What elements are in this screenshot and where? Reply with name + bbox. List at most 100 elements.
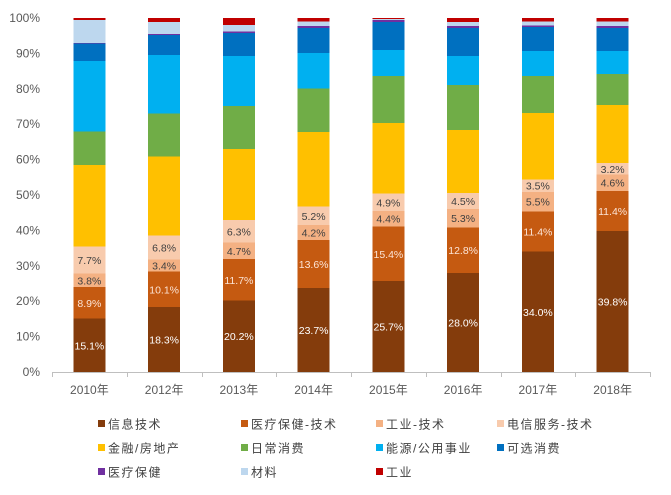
bar-series [73, 18, 629, 372]
y-tick-label-70: 70% [16, 117, 40, 131]
bar-segment-consumer-staples-2016 [447, 84, 480, 130]
y-tick-label-60: 60% [16, 153, 40, 167]
data-label-info-tech-2013: 20.2% [224, 331, 254, 343]
y-tick-label-40: 40% [16, 223, 40, 237]
bar-segment-industrials-2014 [297, 18, 330, 22]
bar-segment-healthcare-tech-2018 [596, 190, 629, 232]
bar-segment-energy-utilities-2014 [297, 53, 330, 89]
bar-segment-finance-real-estate-2015 [372, 123, 405, 194]
bar-segment-consumer-staples-2013 [222, 105, 255, 149]
legend-label-materials: 材料 [251, 466, 278, 480]
legend-item-energy-utilities: 能源/公用事业 [376, 442, 472, 456]
bar-segment-consumer-discretionary-2018 [596, 27, 629, 51]
bar-segment-industrial-tech-2014 [297, 225, 330, 240]
series-healthcare [73, 19, 629, 44]
bar-segment-consumer-discretionary-2013 [222, 32, 255, 56]
bar-segment-finance-real-estate-2017 [521, 112, 554, 180]
series-info-tech [73, 231, 629, 372]
legend-item-healthcare: 医疗保健 [98, 466, 162, 480]
bar-segment-consumer-discretionary-2015 [372, 21, 405, 50]
bar-segment-consumer-staples-2015 [372, 76, 405, 124]
bar-segment-industrial-tech-2010 [73, 273, 106, 288]
legend-swatch-healthcare-tech [241, 420, 248, 427]
data-label-info-tech-2014: 23.7% [299, 325, 329, 337]
bar-segment-telecom-tech-2018 [596, 163, 629, 175]
bar-segment-telecom-tech-2013 [222, 220, 255, 243]
bar-segment-industrials-2015 [372, 18, 405, 20]
data-label-telecom-tech-2018: 3.2% [601, 164, 625, 176]
x-tick-label-2017: 2017年 [519, 383, 558, 397]
bar-segment-industrials-2012 [148, 18, 181, 23]
legend-item-materials: 材料 [241, 466, 278, 480]
data-label-industrial-tech-2010: 3.8% [77, 275, 101, 287]
bar-segment-healthcare-2013 [222, 31, 255, 33]
x-tick-label-2018: 2018年 [593, 383, 632, 397]
bar-segment-industrial-tech-2012 [148, 259, 181, 272]
legend-swatch-finance-real-estate [98, 444, 105, 451]
bar-segment-info-tech-2015 [372, 281, 405, 372]
bar-segment-healthcare-2010 [73, 42, 106, 44]
bar-segment-healthcare-tech-2010 [73, 287, 106, 319]
series-consumer-discretionary [73, 21, 629, 62]
bar-segment-info-tech-2013 [222, 300, 255, 372]
bar-segment-info-tech-2016 [447, 272, 480, 372]
bar-segment-industrials-2017 [521, 18, 554, 22]
bar-segment-energy-utilities-2013 [222, 55, 255, 106]
bar-segment-healthcare-tech-2014 [297, 239, 330, 289]
data-label-info-tech-2016: 28.0% [448, 317, 478, 329]
y-tick-label-0: 0% [23, 365, 41, 379]
data-label-telecom-tech-2014: 5.2% [302, 211, 326, 223]
bar-segment-consumer-staples-2010 [73, 131, 106, 165]
bar-segment-consumer-staples-2014 [297, 88, 330, 132]
data-label-telecom-tech-2013: 6.3% [227, 226, 251, 238]
legend-label-energy-utilities: 能源/公用事业 [386, 442, 472, 456]
bar-segment-industrials-2013 [222, 18, 255, 26]
legend-item-industrials: 工业 [376, 466, 412, 480]
bar-segment-telecom-tech-2010 [73, 246, 106, 274]
x-axis: 2010年 2012年 2013年 2014年 2015年 2016年 2017年 2018年 [52, 372, 651, 397]
bar-segment-telecom-tech-2017 [521, 179, 554, 192]
bar-segment-materials-2014 [297, 21, 330, 27]
bar-segment-industrial-tech-2017 [521, 191, 554, 212]
x-tick-label-2012: 2012年 [145, 383, 184, 397]
data-label-telecom-tech-2015: 4.9% [376, 197, 400, 209]
bar-segment-consumer-discretionary-2010 [73, 43, 106, 62]
legend-label-finance-real-estate: 金融/房地产 [108, 441, 180, 456]
bar-segment-industrial-tech-2015 [372, 210, 405, 227]
bar-segment-materials-2010 [73, 19, 106, 43]
data-label-industrial-tech-2016: 5.3% [451, 213, 475, 225]
y-tick-label-90: 90% [16, 46, 40, 60]
legend-label-healthcare: 医疗保健 [108, 466, 162, 480]
bar-segment-consumer-staples-2018 [596, 73, 629, 106]
bar-segment-healthcare-2017 [521, 25, 554, 27]
bar-segment-industrials-2018 [596, 18, 629, 22]
series-healthcare-tech [73, 190, 629, 319]
bar-segment-healthcare-tech-2015 [372, 226, 405, 282]
x-tick-label-2016: 2016年 [444, 383, 483, 397]
bar-segment-energy-utilities-2012 [148, 54, 181, 114]
x-tick-label-2014: 2014年 [294, 383, 333, 397]
data-label-info-tech-2015: 25.7% [373, 322, 403, 334]
series-telecom-tech [73, 163, 629, 274]
y-tick-label-50: 50% [16, 188, 40, 202]
bar-segment-telecom-tech-2015 [372, 193, 405, 211]
data-label-industrial-tech-2015: 4.4% [376, 214, 400, 226]
legend-swatch-consumer-discretionary [497, 444, 504, 451]
data-labels: 15.1% 8.9% 3.8% 7.7% 18.3% 10.1% 3.4% 6.8% 20.2%… [74, 164, 627, 352]
bar-segment-energy-utilities-2017 [521, 50, 554, 77]
data-label-industrial-tech-2017: 5.5% [526, 197, 550, 209]
bar-segment-finance-real-estate-2016 [447, 129, 480, 193]
series-industrial-tech [73, 174, 629, 288]
bar-segment-info-tech-2012 [148, 307, 181, 372]
bar-segment-healthcare-2015 [372, 19, 405, 22]
data-label-industrial-tech-2018: 4.6% [601, 178, 625, 190]
data-label-info-tech-2018: 39.8% [598, 297, 628, 309]
legend-label-consumer-staples: 日常消费 [251, 442, 305, 456]
data-label-telecom-tech-2016: 4.5% [451, 196, 475, 208]
data-label-healthcare-tech-2015: 15.4% [373, 249, 403, 261]
x-tick-label-2010: 2010年 [70, 383, 109, 397]
bar-segment-industrial-tech-2013 [222, 242, 255, 260]
bar-segment-info-tech-2014 [297, 288, 330, 372]
bar-segment-finance-real-estate-2014 [297, 131, 330, 207]
